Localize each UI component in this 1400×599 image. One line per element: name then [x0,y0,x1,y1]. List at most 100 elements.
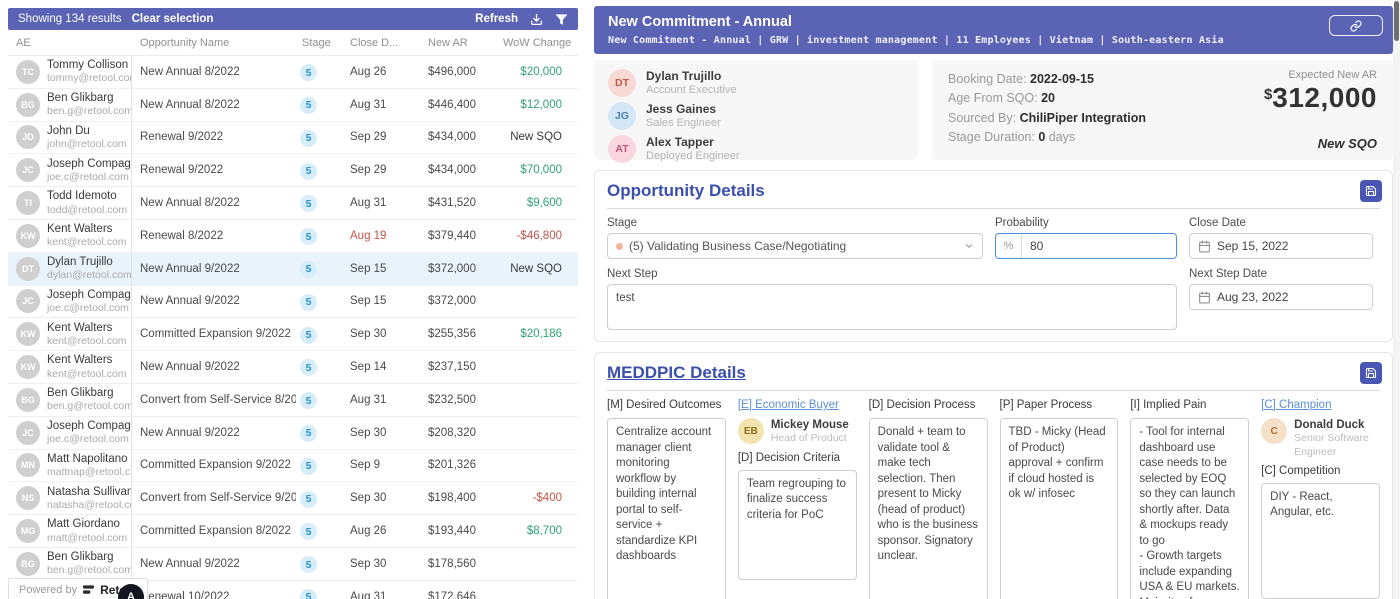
table-row[interactable]: JC Joseph Compagnojoe.c@retool.com New Ann… [8,285,578,319]
probability-input[interactable]: % 80 [995,233,1177,259]
ae-cell: MG Matt Giordano matt@retool.com [8,515,132,547]
next-step-date-input[interactable]: Aug 23, 2022 [1189,284,1373,310]
avatar: KW [16,355,40,380]
divider [607,390,1380,391]
table-row[interactable]: KW Kent Walters kent@retool.com Renewal 8/2… [8,219,578,253]
ae-name: Joseph Compagno [47,420,131,433]
table-row[interactable]: BG Ben Glikbarg ben.g@retool.com Convert fr… [8,383,578,417]
stage-badge: 5 [300,96,317,114]
close-date-cell: Sep 29 [350,164,387,177]
stage-badge: 5 [300,490,317,508]
table-row[interactable]: KW Kent Walters kent@retool.com Committed E… [8,318,578,352]
table-row[interactable]: DT Dylan Trujillo dylan@retool.com New Annu… [8,252,578,286]
team-member: JG Jess Gaines Sales Engineer [608,102,904,130]
new-ar-cell: $237,150 [428,361,476,374]
table-row[interactable]: MG Matt Giordano matt@retool.com Committed … [8,515,578,548]
scrollbar[interactable] [1393,0,1400,599]
next-step-textarea[interactable]: test [607,284,1177,330]
badge-letter: A [127,591,135,599]
meddpic-textarea[interactable] [1130,418,1250,599]
ae-identity: Kent Walters kent@retool.com [47,322,127,347]
stage-cell: 5 [296,227,340,246]
ae-identity: Joseph Compagnojoe.c@retool.com [47,289,131,314]
table-row[interactable]: TC Tommy Collison tommy@retool.com New Annu… [8,56,578,89]
ae-name: Kent Walters [47,321,113,334]
close-date-input[interactable]: Sep 15, 2022 [1189,233,1373,259]
close-date-cell: Aug 31 [350,98,387,111]
ae-cell: TC Tommy Collison tommy@retool.com [8,56,132,88]
powered-by-retool-badge[interactable]: Powered by Retool [8,578,149,599]
stage-badge: 5 [300,129,317,147]
meddpic-textarea[interactable] [868,418,988,599]
stage-cell: 5 [296,423,340,442]
copy-link-button[interactable] [1329,15,1383,36]
meddpic-textarea[interactable] [607,418,726,599]
meddpic-header-link[interactable]: [E] Economic Buyer [737,399,839,411]
stage-select[interactable]: (5) Validating Business Case/Negotiating [607,233,983,259]
meddpic-person-identity: Mickey Mouse Head of Product [771,418,849,446]
new-ar-cell: $496,000 [428,65,476,78]
ae-name: Matt Giordano [47,518,120,531]
ae-cell: KW Kent Walters kent@retool.com [8,219,132,252]
table-row[interactable]: JC Joseph Compagnojoe.c@retool.com New Ann… [8,416,578,450]
new-ar-cell: $255,356 [428,328,476,341]
probability-value: 80 [1030,239,1044,253]
wow-change-cell: $20,000 [520,65,562,78]
opportunity-name-cell: Renewal 9/2022 [140,164,224,177]
close-date-cell: Sep 30 [350,557,387,570]
download-icon[interactable] [530,13,543,26]
save-button[interactable] [1360,362,1382,384]
stage-badge: 5 [300,260,317,278]
table-row[interactable]: JD John Du john@retool.com Renewal 9/2022 5 S… [8,121,578,155]
table-row[interactable]: MN Matt Napolitano mattnap@retool.c... Comm… [8,449,578,483]
divider [607,208,1380,209]
avatar: JC [16,420,40,445]
team-card: DT Dylan Trujillo Account Executive JG Jess … [594,60,918,163]
scrollbar-thumb[interactable] [1394,1,1399,41]
booking-line: Stage Duration: 0 days [948,130,1076,145]
table-row[interactable]: BG Ben Glikbarg ben.g@retool.com New Annual… [8,88,578,122]
meddpic-textarea[interactable] [1261,482,1380,599]
table-row[interactable]: TI Todd Idemoto todd@retool.com New Annual … [8,187,578,220]
avatar: DT [608,69,636,97]
stage-badge: 5 [300,392,317,410]
stage-cell: 5 [296,587,340,599]
ae-email: matt@retool.com [47,531,128,544]
meddpic-textarea[interactable] [737,469,857,580]
new-ar-cell: $201,326 [428,459,476,472]
save-button[interactable] [1360,180,1382,202]
avatar: KW [16,322,40,347]
column-header: WoW Change [503,36,572,49]
opportunity-details-section: Opportunity Details Stage (5) Validating… [594,170,1393,342]
table-row[interactable]: KW Kent Walters kent@retool.com New Annual … [8,351,578,384]
clear-selection-link[interactable]: Clear selection [131,13,214,25]
new-ar-cell: $232,500 [428,393,476,406]
percent-prefix: % [996,234,1022,258]
avatar: EB [737,418,764,444]
stage-badge: 5 [300,64,317,82]
stage-label: Stage [607,217,638,229]
table-row[interactable]: JC Joseph Compagnojoe.c@retool.com Renewal… [8,154,578,188]
new-ar-cell: $379,440 [428,229,476,242]
new-ar-cell: $172,646 [428,590,476,599]
opportunity-name-cell: New Annual 8/2022 [140,98,240,111]
meddpic-textarea[interactable] [999,418,1119,599]
link-icon [1350,20,1362,32]
currency-symbol: $ [1263,86,1273,103]
stage-cell: 5 [296,161,340,180]
meddpic-header-link[interactable]: [C] Champion [1261,399,1332,411]
notification-badge[interactable]: A [118,584,144,599]
ae-cell: BG Ben Glikbarg ben.g@retool.com [8,383,132,416]
close-date-cell: Aug 31 [350,590,387,599]
booking-line: Sourced By: ChiliPiper Integration [948,110,1146,125]
stage-cell: 5 [296,522,340,541]
expected-new-ar-amount: $312,000 [1263,82,1377,113]
refresh-button[interactable]: Refresh [475,13,518,25]
stage-cell: 5 [296,292,340,311]
table-row[interactable]: BG Ben Glikbarg ben.g@retool.com New Annual… [8,547,578,581]
summary-cards-row: DT Dylan Trujillo Account Executive JG Jess … [594,60,1393,163]
ae-identity: Kent Walters kent@retool.com [47,223,127,248]
filter-icon[interactable] [555,13,568,26]
